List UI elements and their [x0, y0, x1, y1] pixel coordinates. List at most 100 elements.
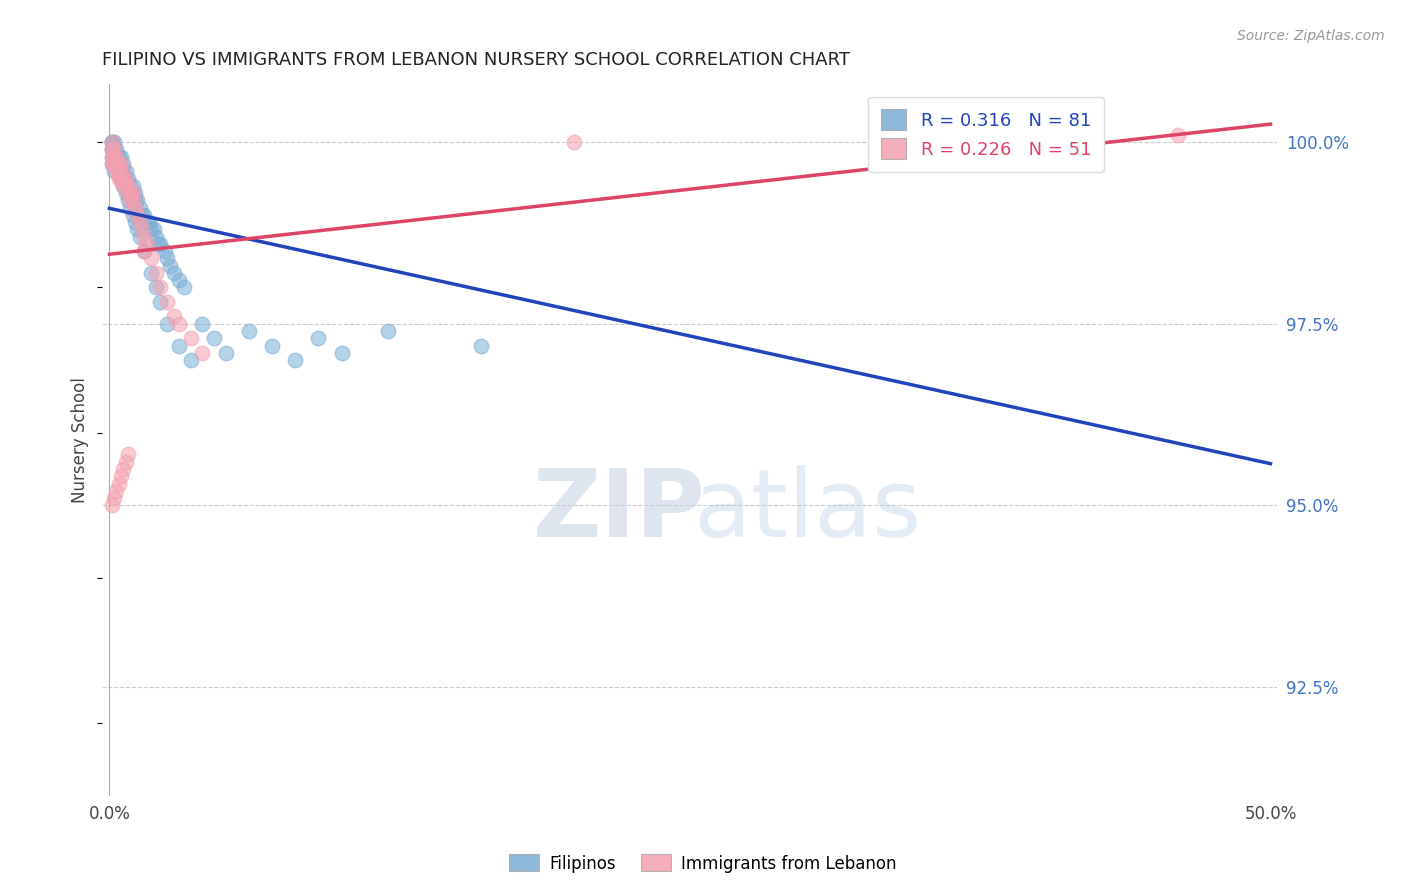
Point	[307, 331, 329, 345]
Point	[107, 157, 129, 171]
Point	[117, 171, 139, 186]
Point	[141, 222, 163, 236]
Point	[120, 194, 142, 208]
Point	[103, 150, 125, 164]
Point	[100, 498, 122, 512]
Point	[159, 259, 181, 273]
Point	[103, 491, 125, 505]
Point	[107, 150, 129, 164]
Point	[121, 186, 143, 200]
Point	[121, 178, 143, 193]
Point	[142, 222, 165, 236]
Point	[103, 157, 125, 171]
Point	[117, 194, 139, 208]
Point	[112, 462, 135, 476]
Point	[127, 194, 149, 208]
Point	[167, 317, 190, 331]
Point	[128, 201, 150, 215]
Point	[238, 324, 260, 338]
Point	[100, 143, 122, 157]
Point	[110, 157, 132, 171]
Point	[105, 150, 128, 164]
Point	[112, 164, 135, 178]
Point	[377, 324, 399, 338]
Point	[112, 178, 135, 193]
Point	[146, 236, 169, 251]
Point	[191, 317, 214, 331]
Point	[134, 208, 156, 222]
Point	[121, 194, 143, 208]
Text: Source: ZipAtlas.com: Source: ZipAtlas.com	[1237, 29, 1385, 43]
Point	[124, 194, 146, 208]
Point	[100, 143, 122, 157]
Point	[470, 338, 492, 352]
Point	[103, 135, 125, 149]
Point	[135, 215, 157, 229]
Point	[110, 150, 132, 164]
Point	[100, 157, 122, 171]
Point	[103, 150, 125, 164]
Text: ZIP: ZIP	[533, 465, 706, 558]
Point	[124, 215, 146, 229]
Point	[134, 244, 156, 259]
Point	[121, 186, 143, 200]
Point	[124, 186, 146, 200]
Point	[105, 483, 128, 498]
Point	[124, 201, 146, 215]
Point	[110, 157, 132, 171]
Point	[103, 150, 125, 164]
Point	[128, 215, 150, 229]
Point	[105, 157, 128, 171]
Point	[105, 157, 128, 171]
Point	[110, 171, 132, 186]
Point	[110, 171, 132, 186]
Point	[167, 273, 190, 287]
Point	[127, 222, 149, 236]
Point	[112, 171, 135, 186]
Point	[163, 310, 186, 324]
Point	[110, 469, 132, 483]
Point	[214, 346, 236, 360]
Point	[134, 229, 156, 244]
Point	[100, 143, 122, 157]
Point	[284, 353, 307, 368]
Point	[163, 266, 186, 280]
Point	[131, 208, 153, 222]
Point	[110, 171, 132, 186]
Point	[100, 157, 122, 171]
Legend: Filipinos, Immigrants from Lebanon: Filipinos, Immigrants from Lebanon	[503, 847, 903, 880]
Point	[105, 157, 128, 171]
Point	[911, 128, 934, 142]
Point	[180, 331, 202, 345]
Point	[141, 266, 163, 280]
Point	[114, 178, 136, 193]
Point	[110, 164, 132, 178]
Point	[117, 186, 139, 200]
Point	[120, 178, 142, 193]
Point	[1167, 128, 1189, 142]
Point	[112, 178, 135, 193]
Text: FILIPINO VS IMMIGRANTS FROM LEBANON NURSERY SCHOOL CORRELATION CHART: FILIPINO VS IMMIGRANTS FROM LEBANON NURS…	[103, 51, 851, 69]
Point	[153, 244, 176, 259]
Point	[114, 455, 136, 469]
Point	[100, 135, 122, 149]
Point	[110, 164, 132, 178]
Point	[103, 164, 125, 178]
Point	[127, 208, 149, 222]
Point	[191, 346, 214, 360]
Point	[149, 295, 172, 310]
Point	[260, 338, 283, 352]
Point	[107, 164, 129, 178]
Point	[107, 164, 129, 178]
Point	[117, 447, 139, 461]
Point	[156, 317, 179, 331]
Point	[100, 135, 122, 149]
Y-axis label: Nursery School: Nursery School	[72, 377, 89, 503]
Point	[103, 143, 125, 157]
Point	[117, 186, 139, 200]
Point	[145, 280, 167, 294]
Point	[131, 222, 153, 236]
Point	[107, 476, 129, 491]
Point	[180, 353, 202, 368]
Point	[121, 208, 143, 222]
